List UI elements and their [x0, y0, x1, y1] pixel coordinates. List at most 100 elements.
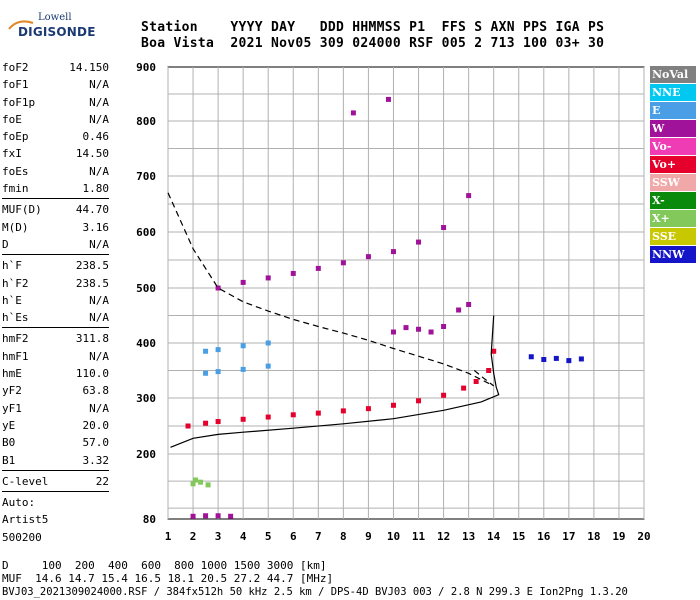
legend-item: X- — [650, 191, 696, 210]
echo-point — [265, 414, 271, 420]
echo-point — [315, 265, 321, 271]
x-tick-label: 3 — [215, 530, 222, 543]
echo-point — [203, 370, 209, 376]
echo-point — [240, 416, 246, 422]
param-row: foE N/A — [2, 111, 109, 128]
echo-point — [340, 260, 346, 266]
legend-item: E — [650, 101, 696, 120]
param-row: h`F 238.5 — [2, 257, 109, 274]
y-tick-labels: 80 200 300 400 500 600 700 800 900 — [136, 61, 156, 526]
param-name: 500200 — [2, 530, 42, 544]
echo-point — [365, 254, 371, 260]
param-row: yF1 N/A — [2, 400, 109, 417]
x-tick-label: 7 — [315, 530, 322, 543]
param-name: Auto: — [2, 496, 36, 510]
echo-point — [566, 358, 572, 364]
echo-point — [193, 477, 199, 483]
profile-curves — [167, 192, 500, 448]
y-tick-label: 300 — [136, 392, 156, 405]
param-name: foEs — [2, 164, 29, 178]
param-row: h`Es N/A — [2, 309, 109, 326]
echo-point — [416, 239, 422, 245]
param-name: h`F — [2, 259, 22, 273]
echo-point — [553, 355, 559, 361]
x-tick-label: 4 — [240, 530, 247, 543]
x-tick-label: 9 — [365, 530, 372, 543]
param-name: D — [2, 237, 9, 251]
param-value: N/A — [89, 164, 109, 178]
scaled-parameters-panel: foF2 14.150 foF1 N/A foF1p N/A foE N/A foEp 0.46 f… — [2, 59, 109, 546]
param-row: h`F2 238.5 — [2, 275, 109, 292]
echo-point — [190, 481, 196, 487]
param-separator — [2, 491, 109, 493]
legend-item: NNW — [650, 245, 696, 264]
echo-point — [416, 326, 422, 332]
x-tick-label: 10 — [387, 530, 400, 543]
param-value: 14.50 — [75, 147, 109, 161]
param-row: hmF2 311.8 — [2, 330, 109, 347]
param-value: 44.70 — [75, 203, 109, 217]
param-row: MUF(D) 44.70 — [2, 201, 109, 218]
echo-point — [198, 479, 204, 485]
param-row: foF1 N/A — [2, 76, 109, 93]
legend-item: NoVal — [650, 66, 696, 84]
param-name: h`F2 — [2, 276, 29, 290]
x-tick-label: 19 — [612, 530, 625, 543]
param-name: M(D) — [2, 220, 29, 234]
echo-point — [203, 348, 209, 354]
echo-points — [185, 96, 584, 519]
param-value: N/A — [89, 237, 109, 251]
param-separator — [2, 327, 109, 329]
param-name: foE — [2, 112, 22, 126]
echo-point — [578, 356, 584, 362]
echo-point — [365, 406, 371, 412]
param-value: 311.8 — [75, 332, 109, 346]
echo-point — [228, 513, 234, 519]
legend-item: Vo+ — [650, 155, 696, 174]
param-value: N/A — [89, 112, 109, 126]
echo-point — [390, 249, 396, 255]
param-row: fxI 14.50 — [2, 145, 109, 162]
echo-point — [290, 270, 296, 276]
param-row: hmF1 N/A — [2, 348, 109, 365]
logo-swoosh-icon — [8, 20, 34, 30]
param-name: foEp — [2, 130, 29, 144]
echo-point — [528, 354, 534, 360]
echo-point — [491, 348, 497, 354]
param-row: B1 3.32 — [2, 452, 109, 469]
echo-point — [190, 513, 196, 519]
param-value: N/A — [89, 401, 109, 415]
echo-point — [240, 279, 246, 285]
param-row: hmE 110.0 — [2, 365, 109, 382]
x-tick-label: 5 — [265, 530, 272, 543]
param-value: 238.5 — [75, 259, 109, 273]
param-value: 20.0 — [82, 418, 110, 432]
x-tick-label: 18 — [587, 530, 600, 543]
param-value: N/A — [89, 78, 109, 92]
param-row: foF1p N/A — [2, 94, 109, 111]
param-name: B1 — [2, 453, 16, 467]
logo-bottom-text: DIGISONDE — [18, 25, 96, 39]
param-row: h`E N/A — [2, 292, 109, 309]
param-row: fmin 1.80 — [2, 180, 109, 197]
y-tick-label: 80 — [143, 513, 156, 526]
echo-point — [315, 410, 321, 416]
param-value: 57.0 — [82, 436, 110, 450]
legend-item: Vo- — [650, 137, 696, 156]
echo-point — [203, 420, 209, 426]
echo-point — [290, 412, 296, 418]
echo-point — [340, 408, 346, 414]
logo-top-text: Lowell — [38, 12, 72, 23]
dashed-profile-curve — [167, 192, 495, 387]
param-row: yF2 63.8 — [2, 382, 109, 399]
echo-point — [428, 329, 434, 335]
x-tick-label: 8 — [340, 530, 347, 543]
x-tick-label: 12 — [437, 530, 450, 543]
param-value: N/A — [89, 95, 109, 109]
footer-file-line: BVJ03_2021309024000.RSF / 384fx512h 50 k… — [2, 586, 628, 598]
param-row: B0 57.0 — [2, 434, 109, 451]
param-row: foF2 14.150 — [2, 59, 109, 76]
header-line-2: Boa Vista 2021 Nov05 309 024000 RSF 005 … — [141, 36, 605, 51]
echo-point — [390, 402, 396, 408]
